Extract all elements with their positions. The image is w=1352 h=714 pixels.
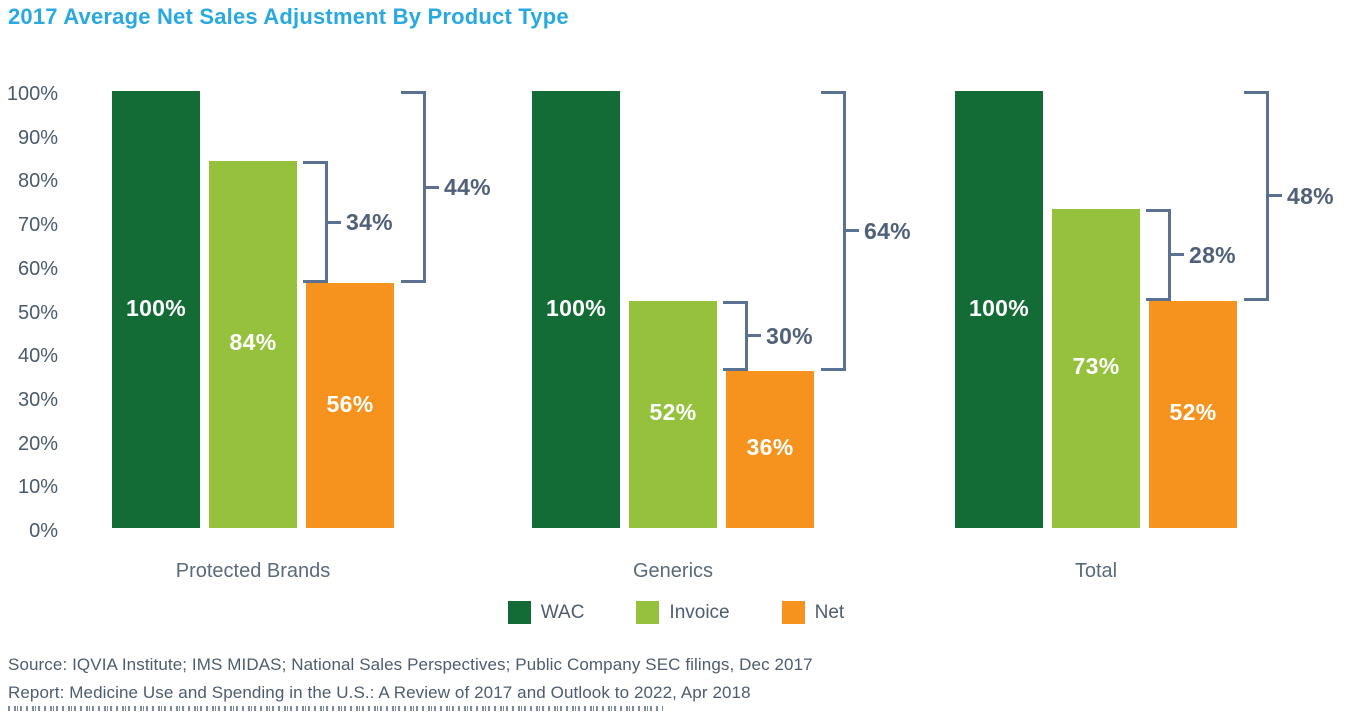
legend-label: Net: [814, 601, 845, 623]
y-axis-tick-label: 10%: [17, 476, 58, 499]
invoice-net-bracket-top-cap: [303, 160, 328, 164]
wac-net-bracket-label: 64%: [864, 217, 911, 244]
wac-net-bracket-label: 48%: [1287, 182, 1334, 209]
category-label: Total: [1074, 560, 1118, 582]
invoice-net-bracket-top-cap: [1146, 208, 1171, 212]
chart-title: 2017 Average Net Sales Adjustment By Pro…: [8, 4, 569, 29]
wac-net-bracket-label-tick: [1269, 194, 1282, 198]
invoice-net-bracket-line: [745, 300, 748, 371]
legend-item-net: Net: [781, 601, 845, 624]
invoice-net-bracket-label-tick: [1171, 253, 1184, 257]
wac-net-bracket-line: [423, 91, 426, 284]
legend-label: WAC: [540, 601, 585, 623]
y-axis-tick-label: 60%: [17, 257, 58, 280]
bar-value-label: 84%: [229, 329, 277, 356]
invoice-legend-swatch: [636, 601, 660, 624]
invoice-bar: 52%: [629, 300, 717, 528]
bar-value-label: 52%: [649, 399, 697, 426]
invoice-net-bracket-bottom-cap: [1146, 297, 1171, 301]
invoice-net-bracket-bottom-cap: [303, 280, 328, 284]
invoice-net-bracket-label: 28%: [1189, 241, 1236, 268]
wac-net-bracket-label-tick: [426, 185, 439, 189]
wac-net-bracket-top-cap: [1244, 91, 1269, 94]
wac-bar: 100%: [955, 91, 1043, 528]
y-axis-tick-label: 90%: [17, 126, 58, 149]
invoice-net-bracket-label: 34%: [346, 209, 393, 236]
invoice-net-bracket-label: 30%: [766, 322, 813, 349]
wac-legend-swatch: [507, 601, 531, 624]
legend: WAC Invoice Net: [0, 601, 1352, 624]
invoice-bar: 84%: [209, 160, 297, 528]
invoice-net-bracket-line: [1168, 208, 1171, 301]
y-axis-tick-label: 50%: [17, 301, 58, 324]
wac-net-bracket-line: [843, 91, 846, 371]
net-legend-swatch: [781, 601, 805, 624]
invoice-net-bracket-top-cap: [723, 300, 748, 304]
net-bar: 36%: [726, 370, 814, 528]
legend-item-wac: WAC: [507, 601, 585, 624]
report-line: Report: Medicine Use and Spending in the…: [8, 683, 751, 702]
invoice-net-bracket-line: [325, 160, 328, 284]
wac-net-bracket-top-cap: [401, 91, 426, 94]
category-label: Protected Brands: [175, 560, 331, 582]
y-axis-tick-label: 30%: [17, 388, 58, 411]
wac-net-bracket-line: [1266, 91, 1269, 301]
y-axis-tick-label: 80%: [17, 170, 58, 193]
bar-value-label: 100%: [125, 294, 187, 321]
y-axis-tick-label: 0%: [29, 520, 58, 542]
bar-value-label: 56%: [326, 390, 374, 417]
net-bar: 56%: [306, 283, 394, 528]
wac-bar: 100%: [532, 91, 620, 528]
invoice-net-bracket-label-tick: [328, 220, 341, 224]
legend-item-invoice: Invoice: [636, 601, 730, 624]
source-line: Source: IQVIA Institute; IMS MIDAS; Nati…: [8, 655, 813, 674]
y-axis-tick-label: 40%: [17, 345, 58, 368]
bar-value-label: 100%: [545, 294, 607, 321]
wac-net-bracket-bottom-cap: [1244, 297, 1269, 301]
y-axis-tick-label: 70%: [17, 214, 58, 237]
legend-label: Invoice: [669, 601, 730, 623]
bar-value-label: 100%: [968, 294, 1030, 321]
invoice-bar: 73%: [1052, 208, 1140, 528]
invoice-net-bracket-label-tick: [748, 334, 761, 338]
wac-bar: 100%: [112, 91, 200, 528]
wac-net-bracket-bottom-cap: [401, 280, 426, 284]
invoice-net-bracket-bottom-cap: [723, 367, 748, 371]
bar-value-label: 52%: [1169, 399, 1217, 426]
wac-net-bracket-top-cap: [821, 91, 846, 94]
y-axis-tick-label: 20%: [17, 432, 58, 455]
y-axis-tick-label: 100%: [6, 83, 58, 105]
category-label: Generics: [632, 560, 714, 582]
bar-value-label: 73%: [1072, 353, 1120, 380]
clipped-text-line: [8, 706, 663, 711]
net-bar: 52%: [1149, 300, 1237, 528]
wac-net-bracket-label-tick: [846, 229, 859, 233]
wac-net-bracket-bottom-cap: [821, 367, 846, 371]
wac-net-bracket-label: 44%: [444, 174, 491, 201]
bar-value-label: 36%: [746, 434, 794, 461]
